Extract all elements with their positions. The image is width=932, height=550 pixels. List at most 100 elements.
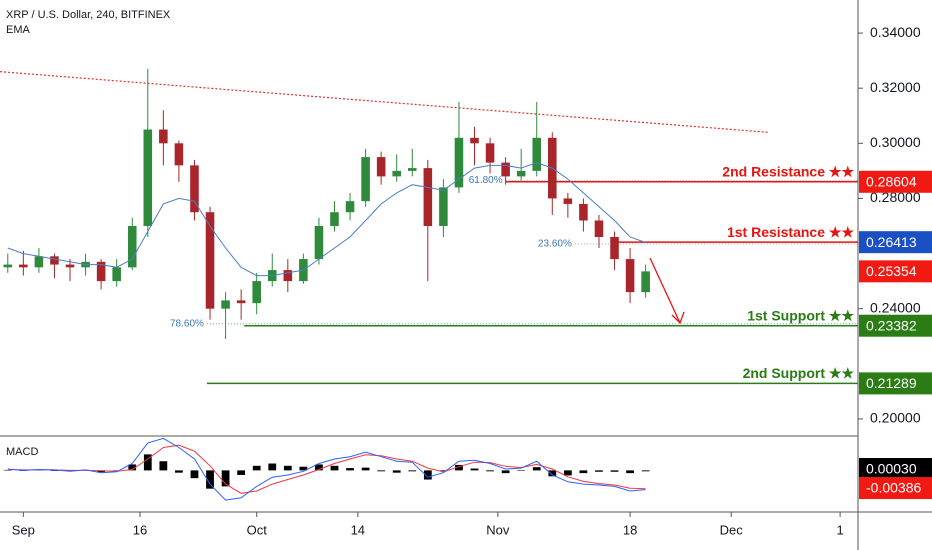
macd-histogram-bar bbox=[143, 454, 152, 471]
x-tick-label: 16 bbox=[133, 522, 147, 537]
level-label: 2nd Support ★★ bbox=[743, 365, 855, 381]
macd-histogram-bar bbox=[455, 464, 463, 471]
price-tag bbox=[859, 231, 932, 254]
candle-body bbox=[516, 170, 526, 177]
macd-histogram-bar bbox=[610, 470, 619, 472]
macd-line bbox=[7, 437, 646, 501]
macd-histogram-bar bbox=[221, 470, 230, 487]
candle-body bbox=[407, 168, 417, 171]
candle-body bbox=[127, 225, 137, 268]
y-tick-label: 0.30000 bbox=[870, 134, 921, 150]
candle-body bbox=[361, 157, 370, 202]
price-tag-label: 0.23382 bbox=[866, 317, 917, 333]
fib-label: 78.60% bbox=[170, 318, 204, 329]
candle-body bbox=[96, 261, 106, 282]
x-tick-label: 1 bbox=[836, 522, 843, 537]
level-label: 1st Resistance ★★ bbox=[727, 224, 854, 240]
candle-body bbox=[579, 203, 588, 221]
candle-body bbox=[34, 256, 44, 268]
candle-body bbox=[252, 281, 261, 304]
layers: 0.34000 0.32000 0.30000 0.28000 0.24000 0.200… bbox=[0, 24, 932, 537]
macd-histogram-bar bbox=[330, 465, 339, 471]
macd-histogram-bar bbox=[392, 470, 401, 473]
y-tick-label: 0.32000 bbox=[870, 79, 921, 95]
projection-arrow bbox=[649, 257, 685, 325]
macd-title: MACD bbox=[6, 446, 38, 458]
candle-body bbox=[376, 157, 386, 177]
candle-body bbox=[625, 259, 635, 293]
macd-histogram-bar bbox=[439, 470, 448, 472]
y-tick-label: 0.24000 bbox=[870, 299, 921, 315]
price-tag bbox=[859, 477, 932, 500]
macd-histogram-bar bbox=[190, 470, 199, 479]
price-tag bbox=[859, 260, 932, 283]
macd-histogram-bar bbox=[315, 464, 323, 471]
candle-body bbox=[345, 201, 355, 213]
price-tag-label: 0.26413 bbox=[866, 234, 917, 250]
price-tag bbox=[859, 372, 932, 395]
macd-histogram-bar bbox=[517, 470, 526, 471]
x-tick-label: Nov bbox=[486, 522, 510, 537]
price-tag-label: 0.21289 bbox=[866, 375, 917, 391]
macd-histogram-bar bbox=[486, 470, 494, 472]
candle-body bbox=[470, 137, 479, 144]
x-tick-label: Oct bbox=[247, 522, 268, 537]
x-tick-label: Sep bbox=[12, 522, 35, 537]
x-tick-label: 14 bbox=[351, 522, 365, 537]
trendline bbox=[0, 71, 768, 133]
macd-histogram-bar bbox=[626, 470, 634, 474]
candle-body bbox=[143, 129, 153, 226]
candle-body bbox=[594, 220, 604, 238]
price-tag-label: -0.00386 bbox=[866, 480, 921, 496]
price-tag-label: 0.25354 bbox=[866, 263, 917, 279]
candle-body bbox=[641, 271, 650, 293]
candle-body bbox=[532, 137, 542, 171]
candle-body bbox=[485, 143, 495, 163]
macd-histogram-bar bbox=[237, 470, 246, 475]
macd-histogram-bar bbox=[252, 465, 261, 471]
candle-body bbox=[423, 168, 433, 226]
macd-histogram-bar bbox=[548, 470, 557, 477]
indicator-label: EMA bbox=[6, 24, 31, 36]
signal-line bbox=[7, 444, 646, 494]
level-label: 1st Support ★★ bbox=[747, 307, 854, 323]
candle-body bbox=[392, 170, 401, 177]
candle-body bbox=[501, 162, 510, 177]
fib-label: 23.60% bbox=[538, 239, 572, 250]
price-tag bbox=[859, 170, 932, 193]
candle-body bbox=[439, 187, 448, 226]
macd-histogram-bar bbox=[206, 470, 214, 489]
candle-body bbox=[65, 264, 75, 268]
candle-body bbox=[159, 129, 168, 144]
candle-body bbox=[112, 267, 121, 282]
y-tick-label: 0.20000 bbox=[870, 410, 921, 426]
macd-histogram-bar bbox=[112, 470, 121, 471]
candle-body bbox=[190, 165, 199, 213]
candle-body bbox=[236, 300, 246, 304]
macd-histogram-bar bbox=[175, 470, 183, 473]
candle-body bbox=[454, 137, 464, 188]
macd-histogram-bar bbox=[268, 463, 277, 471]
candle-body bbox=[283, 270, 293, 282]
price-tag bbox=[859, 314, 932, 337]
macd-histogram-bar bbox=[299, 466, 308, 471]
level-label: 2nd Resistance ★★ bbox=[722, 163, 854, 179]
macd-histogram-bar bbox=[470, 468, 479, 471]
chart-title: XRP / U.S. Dollar, 240, BITFINEX bbox=[6, 9, 171, 21]
macd-histogram-bar bbox=[408, 470, 417, 472]
candle-body bbox=[3, 264, 13, 268]
macd-histogram-bar bbox=[346, 468, 354, 471]
fib-label: 61.80% bbox=[469, 175, 503, 186]
macd-histogram-bar bbox=[283, 465, 292, 471]
x-tick-label: 18 bbox=[623, 522, 637, 537]
macd-histogram-bar bbox=[128, 464, 137, 471]
macd-histogram-bar bbox=[595, 470, 603, 472]
y-tick-label: 0.34000 bbox=[870, 24, 921, 40]
ema-line bbox=[7, 162, 646, 277]
price-tag-label: 0.28604 bbox=[866, 173, 917, 189]
macd-histogram-bar bbox=[579, 470, 588, 474]
macd-histogram-bar bbox=[423, 470, 432, 480]
macd-histogram-bar bbox=[641, 470, 650, 472]
candle-body bbox=[610, 237, 619, 260]
